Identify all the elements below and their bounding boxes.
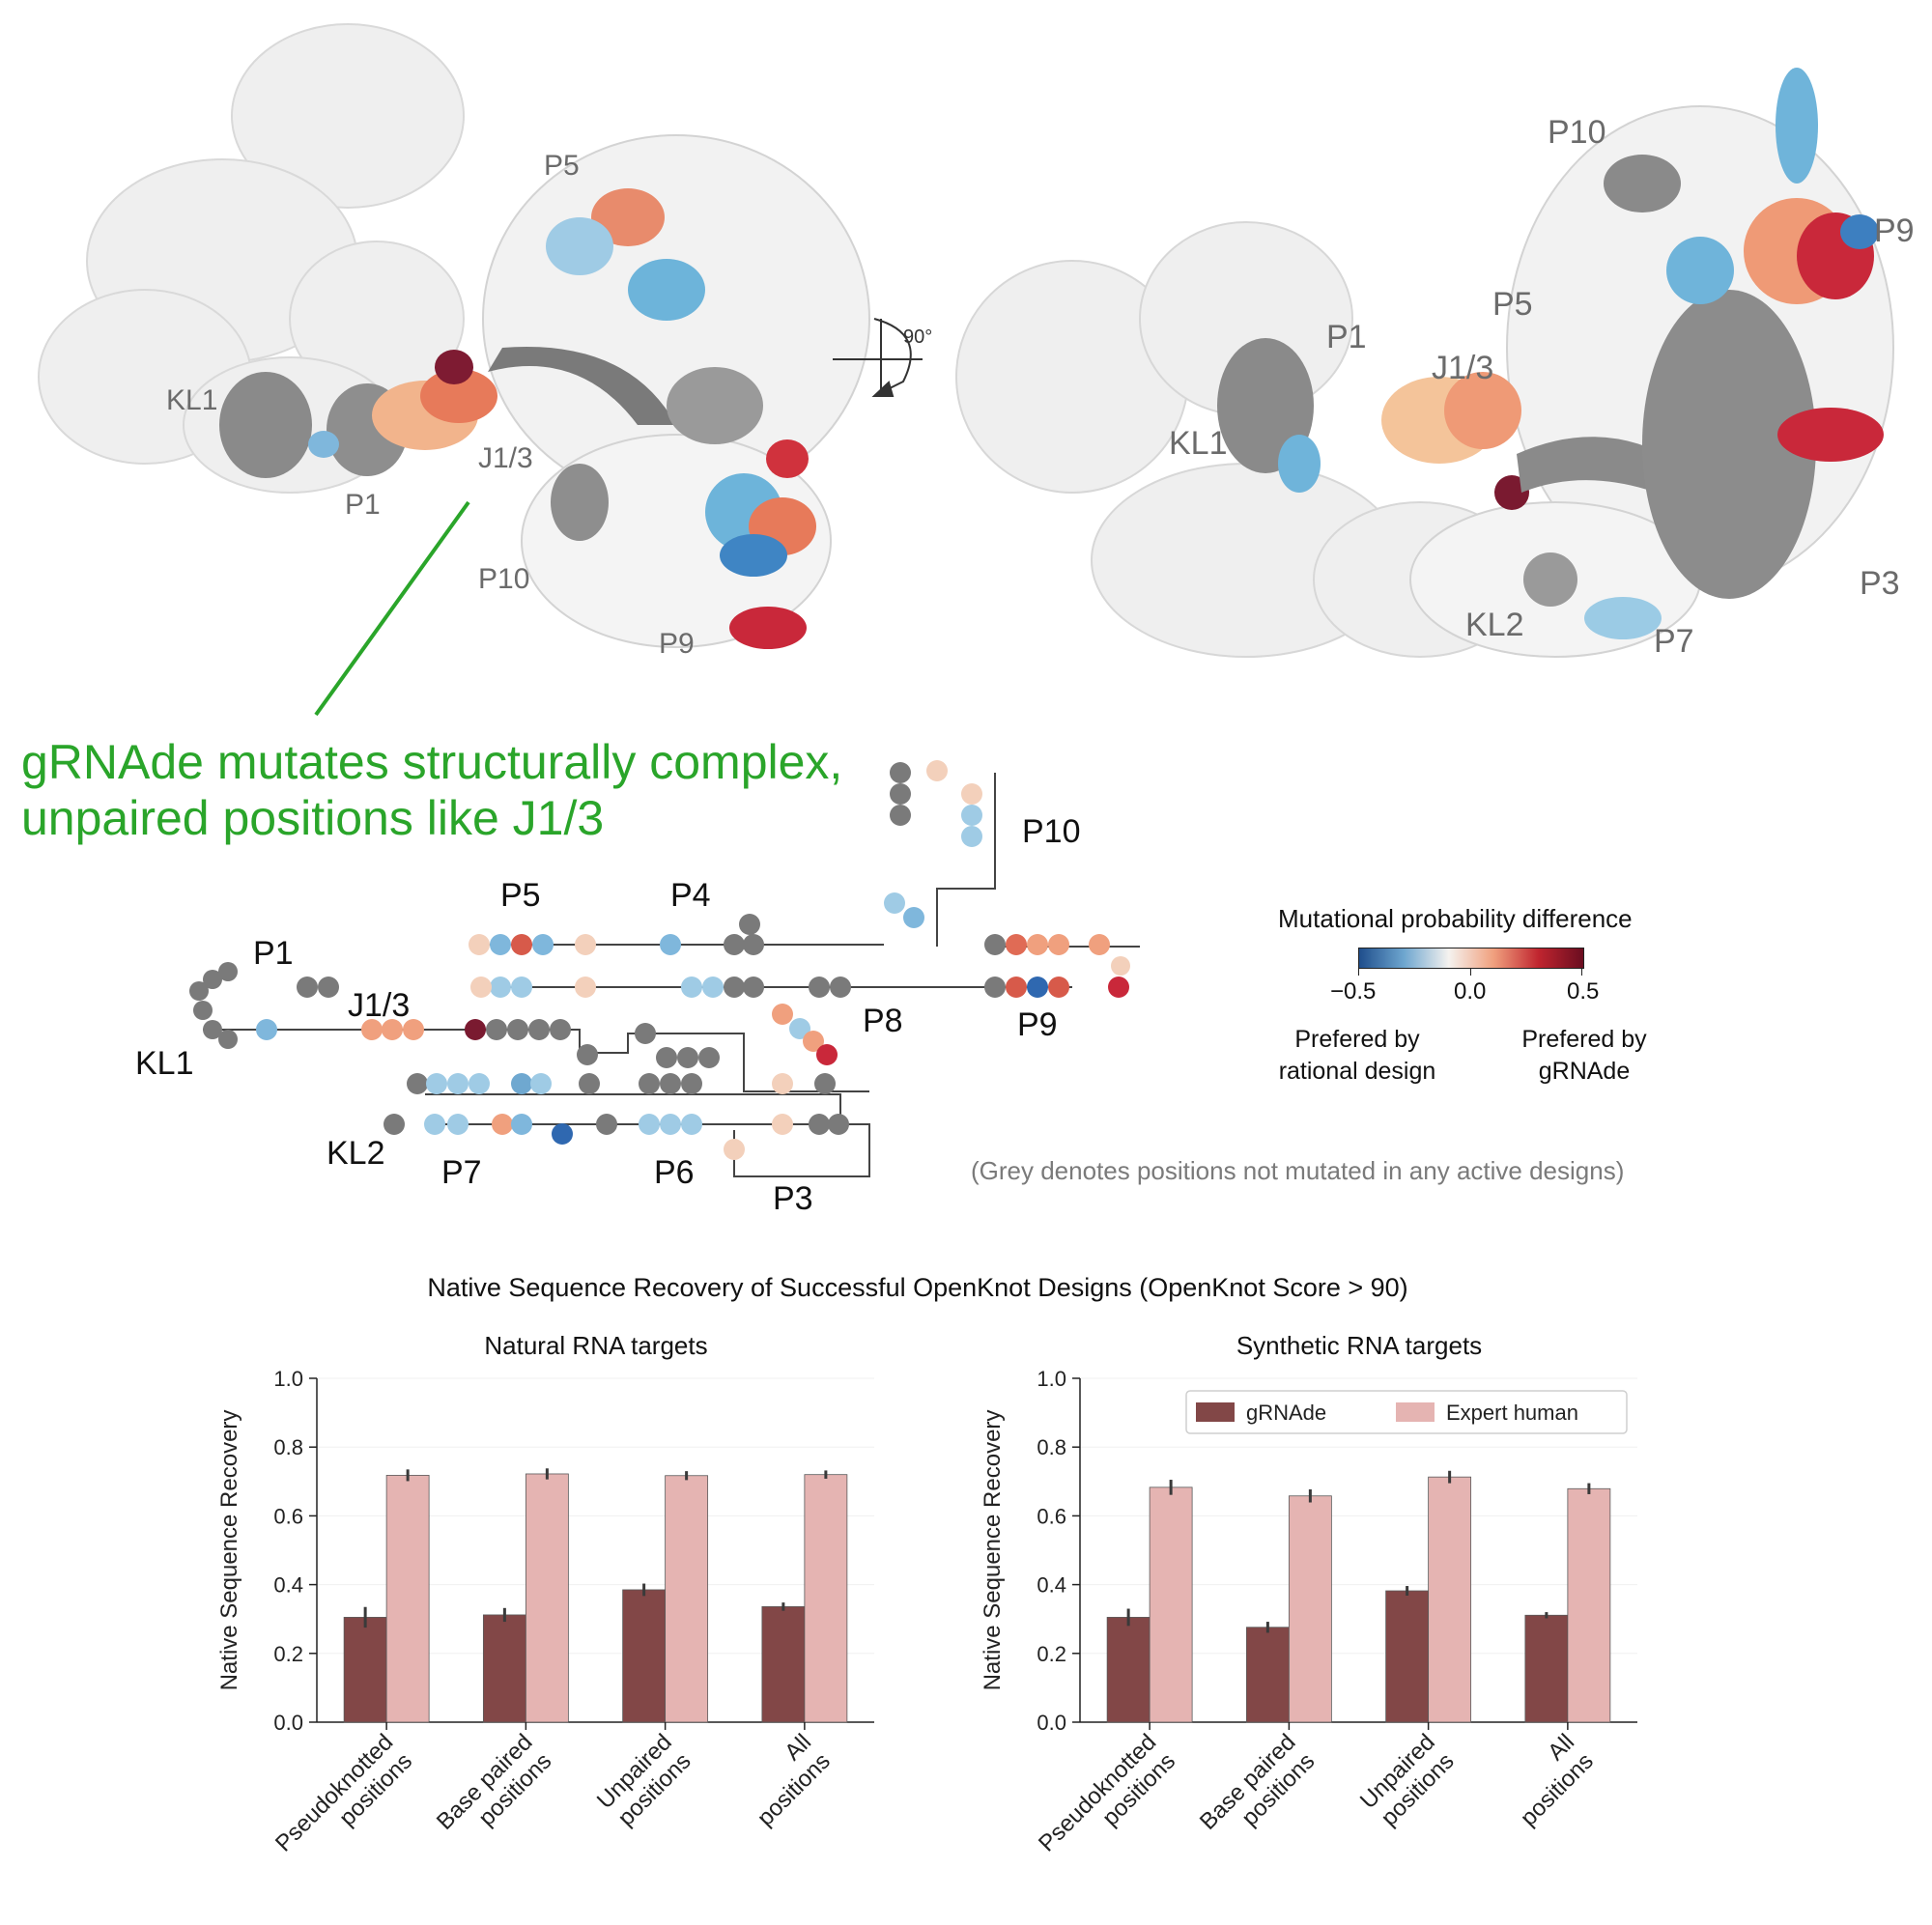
synthetic-ytick-label: 0.6 bbox=[1037, 1504, 1066, 1528]
synthetic-bar-grnade bbox=[1245, 1627, 1290, 1723]
synthetic-xtick-label: Allpositions bbox=[1496, 1729, 1599, 1831]
natural-bar-human bbox=[804, 1474, 848, 1723]
left-label-j13: J1/3 bbox=[478, 442, 533, 474]
synthetic-bar-human bbox=[1288, 1495, 1332, 1723]
left-rna-surface bbox=[219, 134, 870, 649]
legend-title: Mutational probability difference bbox=[1278, 904, 1633, 933]
charts-main-title: Native Sequence Recovery of Successful O… bbox=[427, 1273, 1408, 1302]
diagram-label-kl2: KL2 bbox=[327, 1135, 385, 1172]
synthetic-xtick-label: Pseudoknottedpositions bbox=[1034, 1729, 1180, 1876]
left-label-p5: P5 bbox=[544, 150, 580, 182]
natural-ytick-label: 0.4 bbox=[273, 1573, 303, 1598]
natural-xtick-label: Allpositions bbox=[733, 1729, 836, 1831]
chart-title-natural: Natural RNA targets bbox=[484, 1331, 708, 1360]
legend-left-caption-line2: rational design bbox=[1278, 1058, 1436, 1085]
right-label-p7: P7 bbox=[1654, 623, 1694, 660]
natural-xtick-label: Unpairedpositions bbox=[592, 1729, 696, 1833]
legend-label-grnade: gRNAde bbox=[1246, 1401, 1326, 1425]
legend-right-caption: Prefered by gRNAde bbox=[1492, 1024, 1676, 1088]
secondary-structure-panel: P1 J1/3 KL1 P5 P4 P10 P8 P9 KL2 P7 P6 P3… bbox=[0, 734, 1932, 1256]
structure-renders-panel: P5 KL1 J1/3 P1 P10 P9 90° P10 P9 P5 P1 J… bbox=[0, 0, 1932, 734]
callout-line bbox=[314, 500, 470, 717]
synthetic-bar-grnade bbox=[1524, 1614, 1569, 1723]
natural-ytick-label: 0.6 bbox=[273, 1504, 303, 1528]
left-label-p1: P1 bbox=[345, 489, 381, 521]
synthetic-bar-grnade bbox=[1385, 1590, 1430, 1723]
grey-note: (Grey denotes positions not mutated in a… bbox=[971, 1156, 1625, 1185]
right-label-p10: P10 bbox=[1548, 114, 1606, 151]
structure-render-art bbox=[38, 23, 1894, 717]
nucleotide-circles bbox=[189, 760, 1130, 1160]
right-label-p1: P1 bbox=[1326, 319, 1367, 355]
legend-label-human: Expert human bbox=[1446, 1401, 1578, 1425]
natural-bar-human bbox=[665, 1475, 709, 1723]
diagram-label-kl1: KL1 bbox=[135, 1045, 194, 1082]
natural-ylabel: Native Sequence Recovery bbox=[216, 1410, 242, 1691]
diagram-label-p10: P10 bbox=[1022, 813, 1081, 850]
synthetic-xtick-label: Base pairedpositions bbox=[1195, 1729, 1320, 1854]
recovery-charts-panel: Native Sequence Recovery of Successful O… bbox=[0, 1256, 1932, 1925]
right-rna-surface bbox=[1217, 68, 1894, 658]
diagram-label-j13: J1/3 bbox=[348, 987, 411, 1024]
diagram-label-p4: P4 bbox=[670, 877, 711, 914]
diagram-label-p9: P9 bbox=[1017, 1006, 1058, 1043]
colorbar-tick-max: 0.5 bbox=[1567, 978, 1600, 1005]
callout-text: gRNAde mutates structurally complex, unp… bbox=[21, 734, 842, 846]
bar-charts-svg: 0.0 0.2 0.4 0.6 0.8 1.0 Native Sequence Recove… bbox=[216, 1367, 1637, 1876]
natural-bar-grnade bbox=[343, 1617, 387, 1723]
synthetic-ylabel: Native Sequence Recovery bbox=[980, 1410, 1006, 1691]
diagram-label-p8: P8 bbox=[863, 1003, 903, 1039]
callout-line-2: unpaired positions like J1/3 bbox=[21, 791, 605, 845]
callout-line-1: gRNAde mutates structurally complex, bbox=[21, 735, 843, 789]
chart-title-synthetic: Synthetic RNA targets bbox=[1236, 1331, 1483, 1360]
natural-xtick-label: Pseudoknottedpositions bbox=[270, 1729, 417, 1876]
rotation-arrow-icon bbox=[833, 318, 923, 397]
synthetic-ytick-label: 0.8 bbox=[1037, 1435, 1066, 1459]
synthetic-bar-human bbox=[1567, 1487, 1611, 1723]
natural-ytick-label: 0.2 bbox=[273, 1642, 303, 1666]
colorbar-gradient bbox=[1358, 948, 1584, 969]
synthetic-ytick-label: 0.4 bbox=[1037, 1573, 1066, 1598]
natural-bar-human bbox=[525, 1473, 569, 1723]
legend-swatch-grnade bbox=[1196, 1402, 1235, 1422]
right-label-p3: P3 bbox=[1860, 565, 1900, 602]
diagram-label-p7: P7 bbox=[441, 1154, 482, 1191]
synthetic-ytick-label: 0.2 bbox=[1037, 1642, 1066, 1666]
natural-bar-human bbox=[385, 1474, 430, 1723]
natural-ytick-label: 1.0 bbox=[273, 1367, 303, 1391]
diagram-label-p6: P6 bbox=[654, 1154, 695, 1191]
legend-left-caption: Prefered by rational design bbox=[1265, 1024, 1449, 1088]
right-label-p5: P5 bbox=[1492, 286, 1533, 323]
synthetic-ytick-label: 1.0 bbox=[1037, 1367, 1066, 1391]
natural-ytick-label: 0.0 bbox=[273, 1711, 303, 1735]
secondary-structure-diagram bbox=[189, 760, 1140, 1177]
legend-left-caption-line1: Prefered by bbox=[1294, 1026, 1420, 1053]
left-label-p10: P10 bbox=[478, 563, 530, 595]
diagram-label-p5: P5 bbox=[500, 877, 541, 914]
legend-right-caption-line2: gRNAde bbox=[1538, 1058, 1631, 1085]
legend-swatch-human bbox=[1396, 1402, 1435, 1422]
synthetic-ytick-label: 0.0 bbox=[1037, 1711, 1066, 1735]
natural-bar-grnade bbox=[482, 1614, 526, 1723]
synthetic-bar-human bbox=[1149, 1486, 1193, 1723]
colorbar-tick-mid: 0.0 bbox=[1454, 978, 1487, 1005]
natural-bar-grnade bbox=[761, 1605, 806, 1723]
legend-right-caption-line1: Prefered by bbox=[1521, 1026, 1647, 1053]
left-label-p9: P9 bbox=[659, 628, 695, 660]
synthetic-bar-grnade bbox=[1106, 1617, 1151, 1723]
right-label-p9: P9 bbox=[1874, 212, 1915, 249]
right-label-kl1: KL1 bbox=[1169, 425, 1228, 462]
diagram-label-p1: P1 bbox=[253, 935, 294, 972]
right-label-kl2: KL2 bbox=[1465, 607, 1524, 643]
natural-xtick-label: Base pairedpositions bbox=[432, 1729, 556, 1854]
synthetic-xtick-label: Unpairedpositions bbox=[1355, 1729, 1460, 1833]
diagram-label-p3: P3 bbox=[773, 1180, 813, 1217]
synthetic-bar-human bbox=[1428, 1476, 1472, 1723]
natural-bar-grnade bbox=[622, 1589, 667, 1723]
right-label-j13: J1/3 bbox=[1432, 350, 1494, 386]
left-label-kl1: KL1 bbox=[166, 384, 218, 416]
colorbar-tick-min: −0.5 bbox=[1330, 978, 1377, 1005]
rotation-label: 90° bbox=[903, 326, 933, 348]
natural-ytick-label: 0.8 bbox=[273, 1435, 303, 1459]
